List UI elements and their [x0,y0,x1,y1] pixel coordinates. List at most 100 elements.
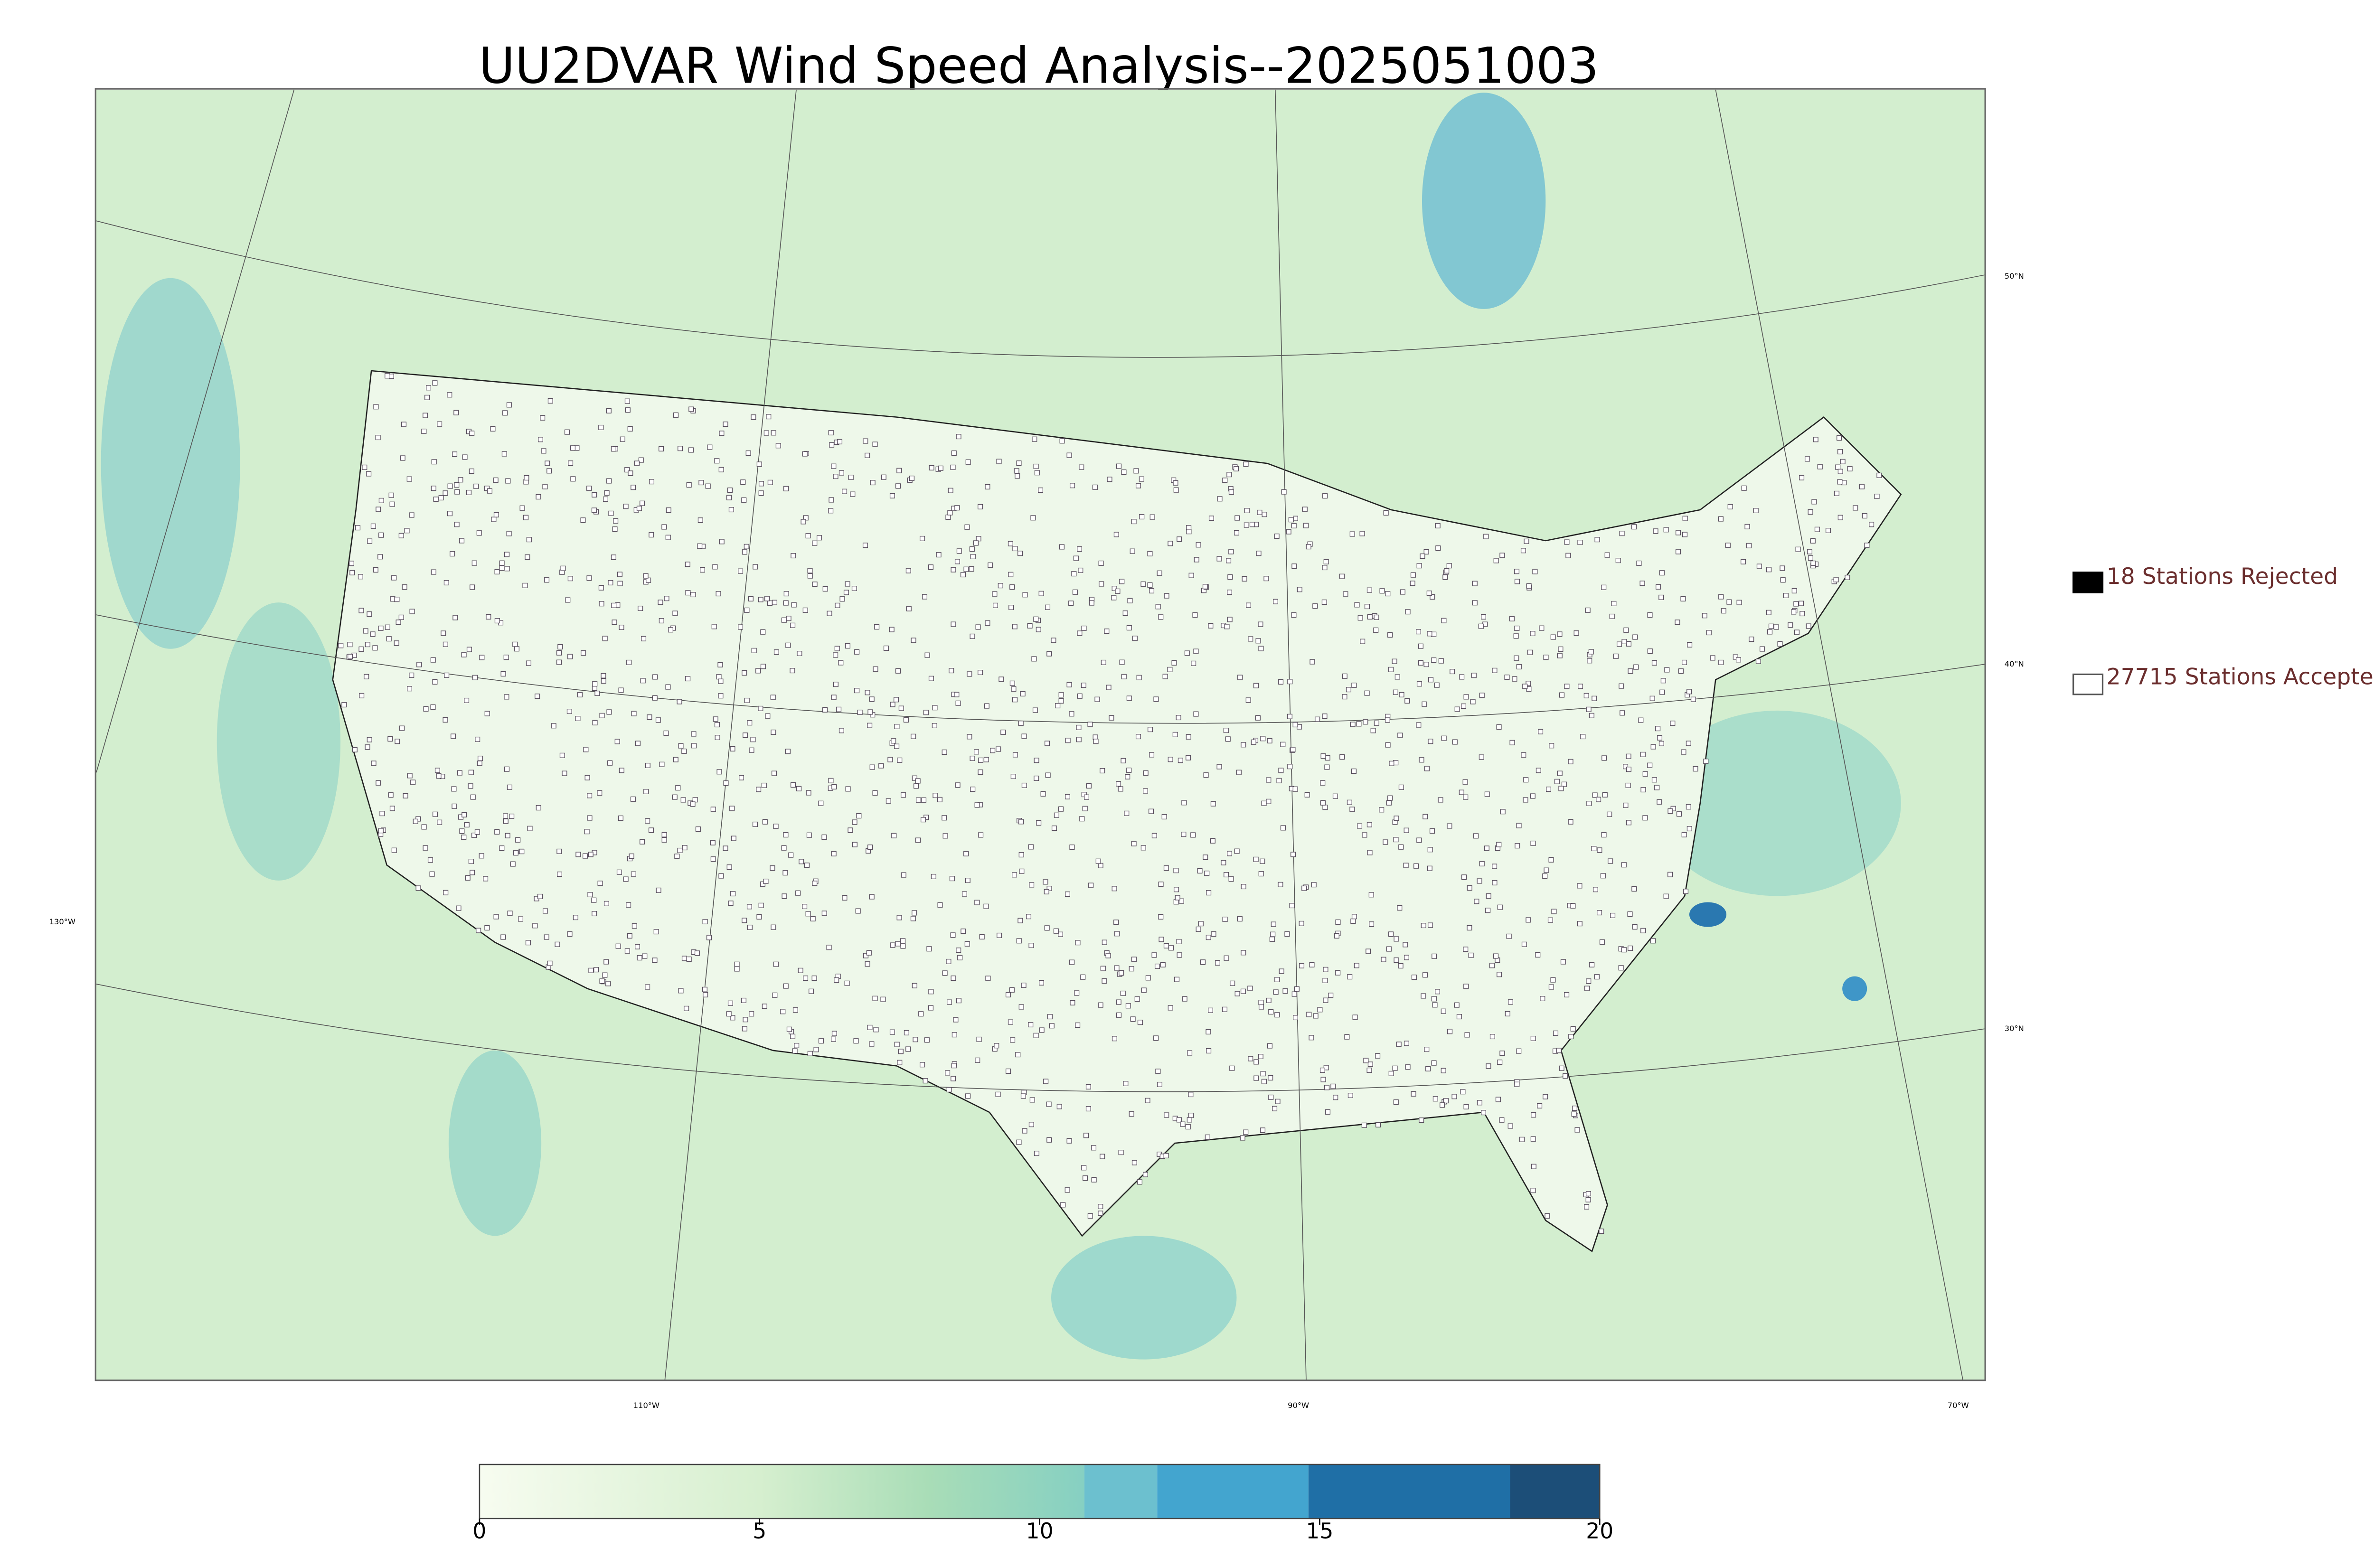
station-marker [969,546,975,552]
station-marker [956,998,961,1004]
station-marker [522,582,528,588]
station-marker [813,1047,819,1052]
station-marker [1278,882,1283,887]
station-marker [1493,953,1499,959]
station-marker [1656,584,1661,590]
station-marker [1120,990,1126,996]
station-marker [362,464,367,470]
station-marker [1087,1213,1093,1219]
station-marker [592,720,598,725]
station-marker [387,736,393,742]
station-marker [1686,689,1692,695]
station-marker [1266,798,1272,804]
station-marker [838,660,844,666]
station-marker [1301,885,1307,891]
station-marker [831,463,837,469]
station-marker [1116,1012,1122,1018]
station-marker [1813,437,1818,442]
station-marker [1142,788,1149,794]
station-marker [1381,957,1386,962]
station-marker [1431,996,1437,1002]
station-marker [1799,611,1805,617]
station-marker [1479,693,1485,698]
station-marker [1197,868,1203,873]
station-marker [786,1026,792,1032]
station-marker [1347,799,1352,805]
station-marker [771,924,776,930]
station-marker [1253,856,1259,862]
station-marker [631,711,637,716]
station-marker [649,479,654,485]
station-marker [1258,871,1264,877]
station-marker [1216,556,1222,562]
station-marker [1123,1080,1129,1087]
station-marker [575,852,581,857]
station-marker [707,444,713,450]
station-marker [1342,694,1347,700]
station-marker [1147,551,1153,556]
station-marker [1034,470,1040,476]
station-marker [370,523,376,529]
station-marker [601,678,606,684]
station-marker [790,1033,796,1039]
station-marker [1242,576,1247,582]
station-marker [1076,737,1082,742]
station-marker [1057,931,1064,937]
station-marker [748,596,754,601]
station-marker [915,797,921,803]
station-marker [896,468,902,473]
station-marker [1176,939,1182,944]
station-marker [999,676,1004,682]
station-marker [1032,707,1038,713]
station-marker [1640,928,1646,933]
station-marker [786,616,791,621]
station-marker [535,694,540,699]
station-marker [1369,921,1375,927]
station-marker [953,1017,959,1023]
station-marker [1432,1002,1438,1008]
station-marker [1237,916,1243,922]
station-marker [624,467,630,473]
station-marker [1112,585,1117,592]
station-marker [992,591,998,597]
station-marker [1036,627,1041,632]
station-marker [1132,636,1138,641]
station-marker [1077,546,1083,552]
station-marker [1585,607,1591,613]
station-marker [641,636,647,641]
station-marker [805,911,811,917]
station-marker [1497,1060,1503,1065]
station-marker [1325,1109,1331,1115]
station-marker [790,622,796,628]
station-marker [1526,681,1531,686]
station-marker [426,385,432,391]
station-marker [677,699,682,704]
station-marker [1497,904,1503,910]
station-marker [711,624,717,629]
station-marker [1403,942,1408,948]
station-marker [1601,584,1607,590]
station-marker [1299,963,1305,968]
station-marker [1014,468,1019,474]
station-marker [1650,744,1656,750]
station-marker [956,948,961,953]
station-marker [1387,632,1393,638]
station-marker [1657,799,1662,805]
station-marker [443,490,448,496]
station-marker [1434,682,1440,688]
station-marker [894,723,900,729]
station-marker [472,675,478,680]
station-marker [891,738,896,744]
station-marker [1543,1094,1548,1099]
station-marker [545,460,550,466]
station-marker [897,757,903,763]
station-marker [597,881,603,886]
station-marker [406,476,412,482]
colorbar-tick-label: 5 [753,1519,766,1544]
station-marker [894,743,900,749]
station-marker [742,549,747,555]
station-marker [845,643,850,649]
station-marker [1168,945,1174,951]
station-marker [994,1043,999,1049]
station-marker [606,408,612,413]
